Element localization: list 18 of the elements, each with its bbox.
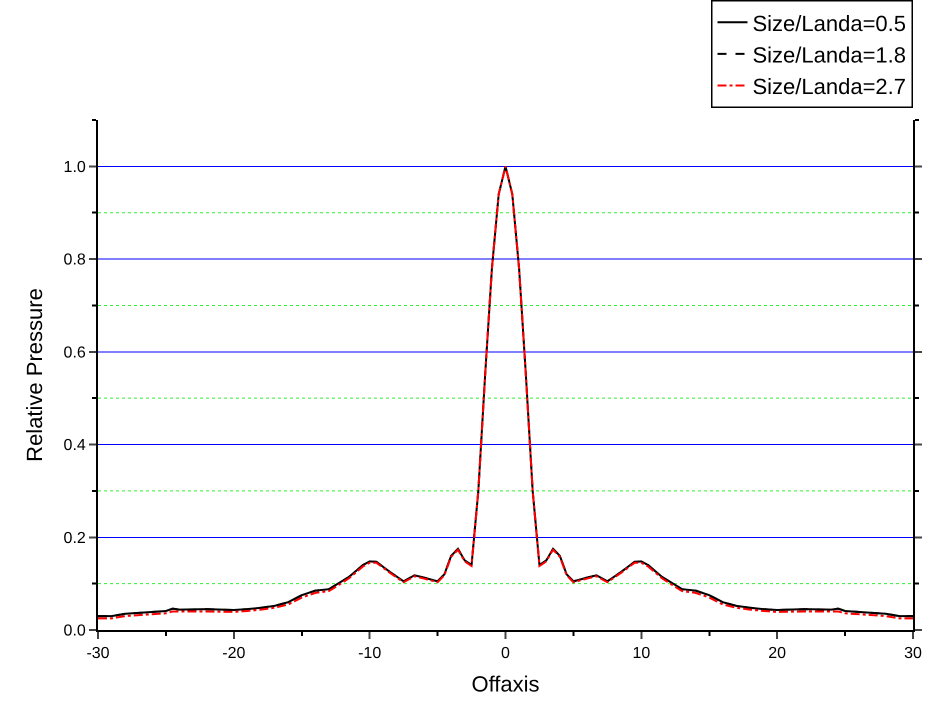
legend-label: Size/Landa=0.5: [752, 10, 906, 36]
x-tick-label: 30: [904, 645, 922, 662]
y-tick-label: 0.8: [64, 252, 86, 269]
x-tick-label: -20: [222, 645, 246, 662]
x-tick-label: -10: [358, 645, 382, 662]
x-axis-title: Offaxis: [471, 672, 540, 697]
legend-label: Size/Landa=1.8: [752, 42, 906, 68]
x-tick-label: 0: [501, 645, 510, 662]
y-tick-label: 1.0: [64, 158, 86, 176]
y-tick-label: 0.4: [64, 437, 86, 454]
y-tick-label: 0.2: [64, 530, 86, 547]
y-axis-title: Relative Pressure: [22, 288, 47, 462]
y-tick-label: 0.0: [64, 622, 86, 640]
x-tick-label: -30: [86, 645, 110, 662]
y-tick-label: 0.6: [64, 344, 86, 362]
x-tick-label: 20: [768, 645, 786, 662]
x-tick-label: 10: [632, 645, 650, 662]
legend-label: Size/Landa=2.7: [752, 74, 906, 100]
